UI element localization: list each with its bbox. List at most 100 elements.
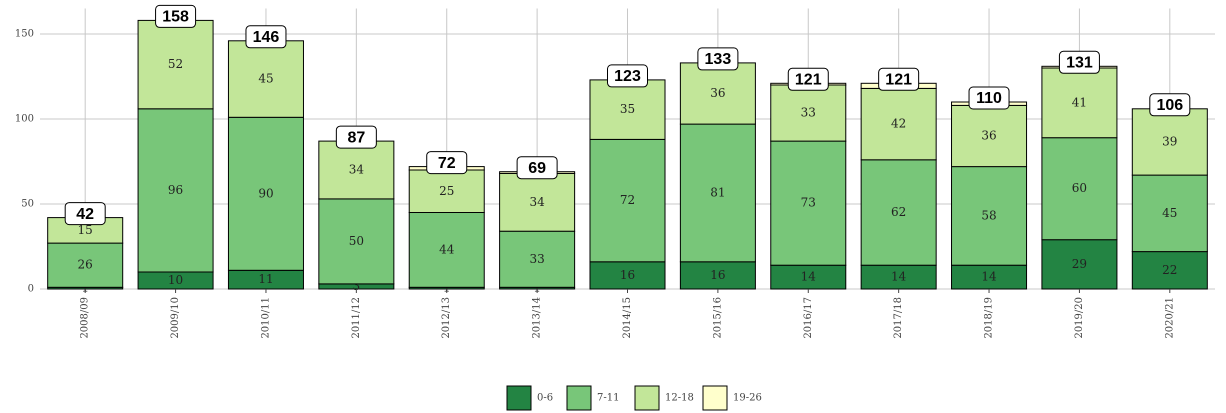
value-label: 62 (891, 205, 906, 219)
x-tick-label: 2019/20 (1074, 297, 1085, 339)
value-label: 26 (78, 258, 93, 272)
value-label: 45 (258, 72, 273, 86)
legend-label: 19-26 (733, 393, 762, 404)
legend-swatch (566, 385, 592, 411)
bar-segment (770, 84, 847, 142)
total-label: 123 (614, 68, 641, 85)
value-label: 3 (353, 279, 361, 293)
bar-segment (679, 62, 756, 125)
value-label: 50 (349, 234, 364, 248)
y-tick-label: 100 (15, 114, 34, 125)
bar-segment (951, 104, 1028, 168)
bar-segment (408, 169, 485, 213)
value-label: 29 (1072, 257, 1087, 271)
x-tick-label: 2014/15 (622, 297, 633, 339)
bar-segment (137, 108, 214, 273)
bar-segment (227, 40, 304, 118)
value-label: 36 (710, 86, 725, 100)
total-label: 106 (1156, 97, 1183, 114)
value-label: 34 (349, 163, 365, 177)
value-label: 33 (529, 252, 544, 266)
total-label: 121 (795, 72, 822, 89)
total-label: 131 (1066, 55, 1093, 72)
total-label: 158 (162, 9, 189, 26)
total-label: 121 (885, 72, 912, 89)
bar-segment (318, 198, 395, 285)
value-label: 41 (1072, 95, 1087, 109)
x-tick-label: 2020/21 (1164, 297, 1175, 339)
total-box (335, 125, 377, 149)
value-label: 11 (258, 272, 273, 286)
value-label: 96 (168, 183, 183, 197)
legend-label: 0-6 (537, 393, 553, 404)
value-label: 33 (801, 106, 816, 120)
value-label: 25 (439, 184, 454, 198)
legend-label: 7-11 (597, 393, 619, 404)
value-label: 39 (1162, 134, 1177, 148)
total-label: 69 (528, 160, 546, 177)
bar-segment (860, 159, 937, 266)
value-label: 14 (891, 270, 907, 284)
value-label: 72 (620, 193, 635, 207)
total-label: 146 (253, 29, 280, 46)
x-tick-label: 2018/19 (984, 297, 995, 339)
value-label: 14 (801, 270, 817, 284)
total-box (697, 47, 739, 71)
total-box (516, 156, 558, 180)
bar-segment (408, 212, 485, 288)
x-tick-label: 2011/12 (351, 297, 362, 339)
bar-segment (1131, 174, 1208, 253)
bar-segment (951, 166, 1028, 266)
bar-segment (770, 140, 847, 266)
value-label: 14 (981, 270, 997, 284)
x-tick-label: 2009/10 (170, 297, 181, 339)
value-label: 10 (168, 273, 183, 287)
total-box (787, 67, 829, 91)
total-box (155, 4, 197, 28)
value-label: 73 (801, 196, 816, 210)
bar-segment (679, 261, 756, 290)
value-label: 16 (620, 268, 635, 282)
total-box (1149, 93, 1191, 117)
bar-segment (318, 140, 395, 200)
total-box (878, 67, 920, 91)
value-label: 22 (1162, 263, 1177, 277)
x-tick-label: 2017/18 (893, 297, 904, 339)
value-label: 16 (710, 268, 725, 282)
y-tick-label: 50 (21, 199, 34, 210)
total-label: 42 (76, 206, 94, 223)
value-label: 58 (981, 208, 996, 222)
bar-segment (227, 116, 304, 271)
bar-segment (679, 123, 756, 263)
legend-swatch (506, 385, 532, 411)
bar-segment (137, 19, 214, 110)
total-box (1058, 50, 1100, 74)
value-label: 45 (1162, 206, 1177, 220)
total-box (245, 25, 287, 49)
total-box (426, 151, 468, 175)
total-label: 110 (976, 90, 1002, 107)
value-label: 52 (168, 57, 183, 71)
x-tick-label: 2010/11 (260, 297, 271, 339)
value-label: 60 (1072, 181, 1087, 195)
total-box (607, 64, 648, 88)
value-label: 42 (891, 117, 906, 131)
value-label: 36 (981, 129, 996, 143)
y-tick-label: 150 (15, 29, 34, 40)
x-tick-label: 2016/17 (803, 297, 814, 339)
x-tick-label: 2008/09 (80, 297, 91, 339)
x-tick-label: 2013/14 (532, 297, 543, 339)
value-label: 35 (620, 102, 635, 116)
x-tick-label: 2015/16 (712, 297, 723, 339)
total-label: 133 (705, 51, 732, 68)
value-label: 34 (529, 195, 545, 209)
legend-swatch (702, 385, 728, 411)
bar-segment (47, 242, 124, 288)
total-box (64, 202, 106, 226)
bar-segment (589, 79, 666, 140)
legend-label: 12-18 (665, 393, 694, 404)
legend-swatch (634, 385, 660, 411)
x-tick-label: 2012/13 (441, 297, 452, 339)
value-label: 15 (78, 223, 93, 237)
